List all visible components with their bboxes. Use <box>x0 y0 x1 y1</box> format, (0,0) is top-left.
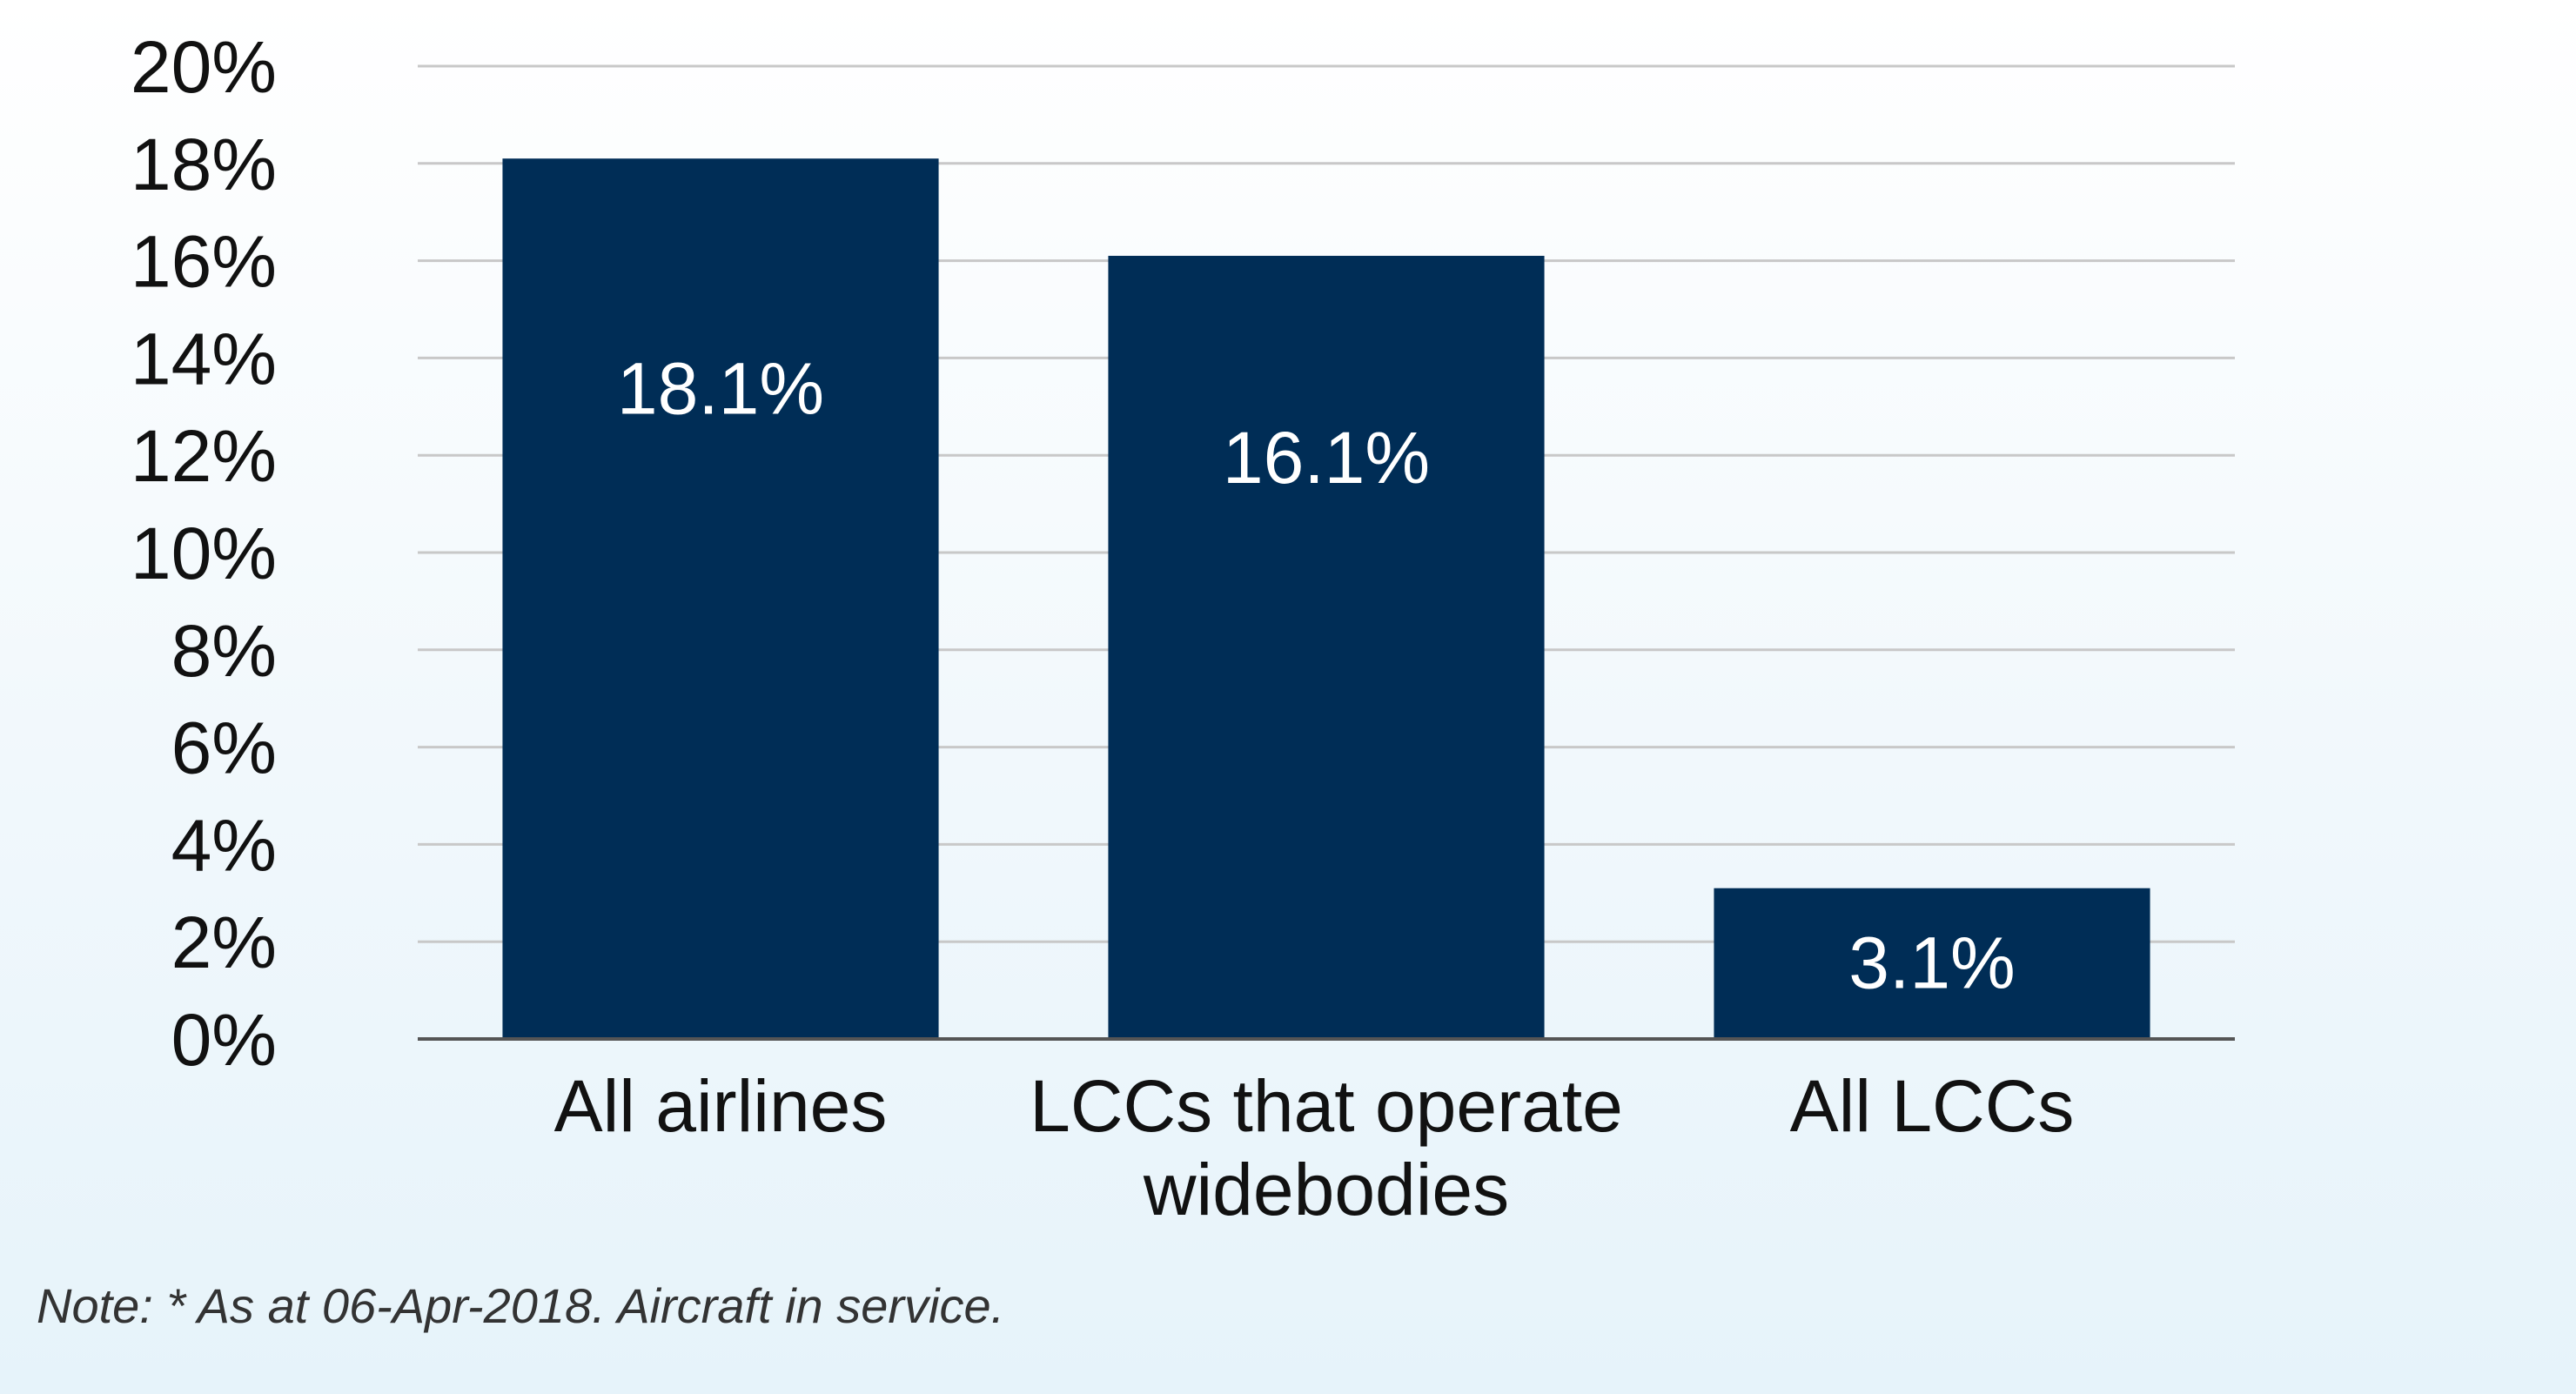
y-tick-label: 4% <box>171 804 277 886</box>
y-tick-label: 0% <box>171 999 277 1081</box>
category-label: widebodies <box>1143 1149 1509 1230</box>
data-labels: 18.1% 16.1% 3.1% <box>617 348 2016 1004</box>
bar <box>1714 888 2150 1039</box>
y-tick-label: 2% <box>171 901 277 983</box>
y-tick-label: 10% <box>131 513 277 594</box>
bar <box>1108 256 1545 1039</box>
data-label: 3.1% <box>1848 922 2015 1003</box>
y-tick-label: 20% <box>131 26 277 108</box>
y-tick-label: 16% <box>131 221 277 303</box>
data-label: 16.1% <box>1223 417 1430 499</box>
category-label: LCCs that operate <box>1030 1065 1623 1147</box>
y-tick-label: 18% <box>131 124 277 205</box>
y-tick-label: 6% <box>171 707 277 789</box>
bars <box>502 158 2150 1039</box>
chart-note: Note: * As at 06-Apr-2018. Aircraft in s… <box>37 1278 1005 1333</box>
y-tick-label: 12% <box>131 415 277 497</box>
y-tick-label: 14% <box>131 318 277 399</box>
y-axis-tick-labels: 0% 2% 4% 6% 8% 10% 12% 14% 16% 18% 20% <box>131 26 277 1081</box>
data-label: 18.1% <box>617 348 824 430</box>
category-label: All airlines <box>554 1065 888 1147</box>
bar <box>502 158 939 1039</box>
y-tick-label: 8% <box>171 610 277 692</box>
category-label: All LCCs <box>1790 1065 2075 1147</box>
